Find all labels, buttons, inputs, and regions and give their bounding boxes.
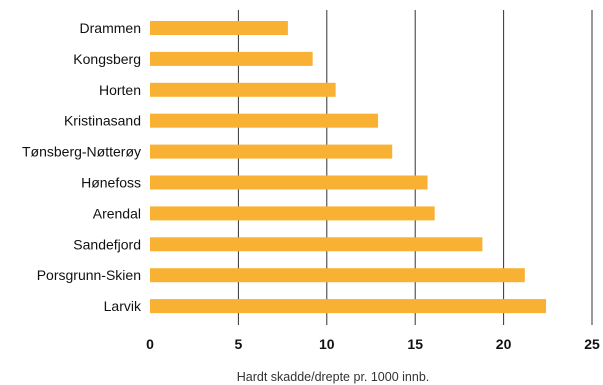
x-tick-label-0: 0 — [146, 336, 154, 352]
bar-2 — [150, 82, 336, 97]
x-tick-label-20: 20 — [496, 336, 512, 352]
bar-5 — [150, 175, 428, 190]
category-labels: Drammen Kongsberg Horten Kristinasand Tønsbe… — [22, 20, 142, 314]
bar-9 — [150, 299, 547, 314]
category-label-8: Porsgrunn-Skien — [37, 267, 141, 283]
x-tick-label-25: 25 — [584, 336, 600, 352]
category-label-7: Sandefjord — [73, 236, 141, 252]
x-tick-labels: 0 5 10 15 20 25 — [146, 336, 600, 352]
category-label-3: Kristinasand — [64, 113, 141, 129]
category-label-4: Tønsberg-Nøtterøy — [22, 144, 141, 160]
bar-6 — [150, 206, 435, 221]
x-tick-label-5: 5 — [235, 336, 243, 352]
x-tick-label-10: 10 — [319, 336, 335, 352]
x-axis-title: Hardt skadde/drepte pr. 1000 innb. — [237, 370, 430, 384]
bar-3 — [150, 113, 379, 128]
category-label-2: Horten — [99, 82, 141, 98]
x-tick-label-15: 15 — [407, 336, 423, 352]
category-label-9: Larvik — [104, 298, 142, 314]
bar-7 — [150, 237, 483, 252]
bar-8 — [150, 268, 525, 283]
bar-4 — [150, 144, 393, 159]
bar-0 — [150, 21, 288, 35]
bar-1 — [150, 51, 313, 66]
category-label-1: Kongsberg — [73, 51, 141, 67]
category-label-0: Drammen — [80, 20, 141, 36]
category-label-6: Arendal — [93, 205, 141, 221]
category-label-5: Hønefoss — [81, 175, 141, 191]
bars — [150, 21, 547, 314]
